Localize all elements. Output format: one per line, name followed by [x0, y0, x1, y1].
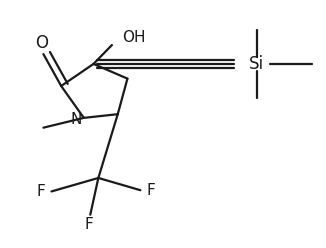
Text: O: O: [35, 34, 48, 52]
Text: Si: Si: [249, 55, 264, 73]
Text: OH: OH: [122, 30, 145, 45]
Text: F: F: [146, 183, 155, 198]
Text: F: F: [37, 184, 46, 199]
Text: F: F: [84, 217, 93, 232]
Text: N: N: [70, 112, 82, 126]
